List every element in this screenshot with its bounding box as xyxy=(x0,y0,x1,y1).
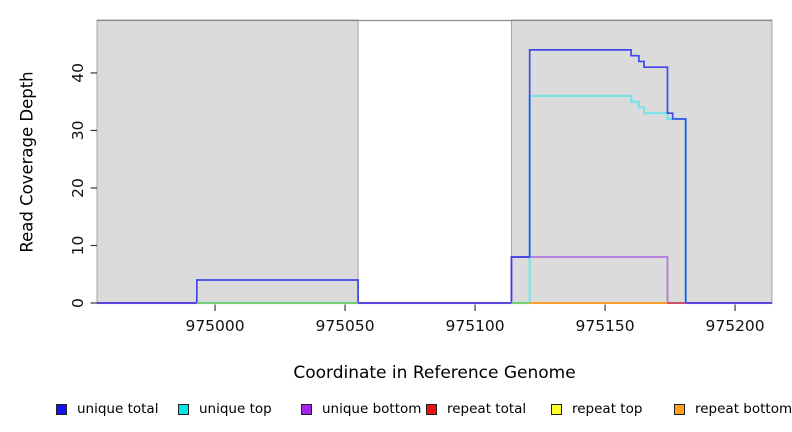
legend-label: unique total xyxy=(77,401,159,417)
unique-total-swatch-icon xyxy=(56,403,67,415)
legend-item-unique-bottom: unique bottom xyxy=(301,401,421,417)
repeat-top-swatch-icon xyxy=(551,403,562,415)
masked-region-left xyxy=(96,19,359,304)
y-tick-label: 30 xyxy=(69,121,87,141)
repeat-bottom-swatch-icon xyxy=(674,403,685,415)
masked-region-right xyxy=(510,19,773,304)
legend-item-unique-top: unique top xyxy=(178,401,272,417)
unique-bottom-swatch-icon xyxy=(301,403,312,415)
legend-label: repeat bottom xyxy=(695,401,792,417)
y-tick-label: 10 xyxy=(69,236,87,256)
legend: unique total unique top unique bottom re… xyxy=(0,401,792,421)
legend-label: unique bottom xyxy=(322,401,422,417)
coverage-chart-canvas: 975000 975050 975100 975150 975200 0 10 20 30 40 xyxy=(69,19,773,335)
x-tick-label: 975100 xyxy=(445,317,504,335)
series-unique-total xyxy=(97,49,772,304)
legend-label: repeat total xyxy=(447,401,527,417)
unique-top-swatch-icon xyxy=(178,403,189,415)
y-tick-label: 40 xyxy=(69,63,87,83)
x-tick-label: 975200 xyxy=(705,317,764,335)
legend-label: unique top xyxy=(199,401,272,417)
repeat-total-swatch-icon xyxy=(426,403,437,415)
x-tick-label: 975150 xyxy=(575,317,634,335)
legend-label: repeat top xyxy=(572,401,643,417)
x-tick-label: 975000 xyxy=(185,317,244,335)
x-axis-title: Coordinate in Reference Genome xyxy=(293,363,576,383)
x-tick-label: 975050 xyxy=(315,317,374,335)
legend-item-repeat-top: repeat top xyxy=(551,401,642,417)
y-tick-label: 0 xyxy=(69,298,87,308)
legend-item-repeat-bottom: repeat bottom xyxy=(674,401,792,417)
y-axis-title: Read Coverage Depth xyxy=(17,71,37,253)
legend-item-repeat-total: repeat total xyxy=(426,401,526,417)
y-tick-label: 20 xyxy=(69,178,87,198)
legend-item-unique-total: unique total xyxy=(56,401,158,417)
